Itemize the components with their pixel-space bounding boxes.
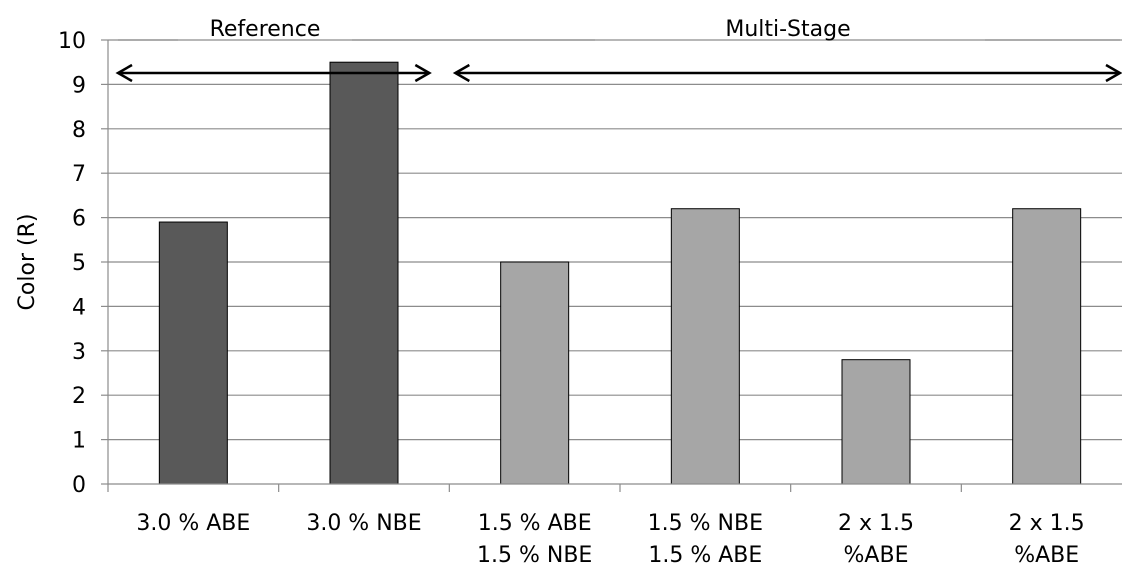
group-annotations: Reference Multi-Stage [115,17,1122,83]
y-tick-label: 3 [72,340,86,365]
group-arrowhead-left [452,63,470,83]
y-tick-label: 6 [72,207,86,232]
x-tick-label: %ABE [1014,543,1079,568]
y-tick-labels: 0 1 2 3 4 5 6 7 8 9 10 [58,29,86,498]
group-label-reference: Reference [210,17,321,42]
group-arrowhead-left [115,63,133,83]
x-tick-label: 1.5 % ABE [648,543,762,568]
y-tick-label: 4 [72,295,86,320]
bar-4 [670,208,740,485]
x-tick-label: 1.5 % NBE [477,543,592,568]
y-tick-label: 9 [72,73,86,98]
bar-3 [500,261,570,485]
axes [101,39,1122,492]
y-tick-label: 10 [58,29,86,54]
gridlines [108,39,1122,441]
group-arrowhead-right [414,63,432,83]
y-axis-title: Color (R) [15,214,40,311]
bar-6 [1012,208,1082,485]
group-label-multi-stage: Multi-Stage [725,17,850,42]
x-tick-labels: 3.0 % ABE 3.0 % NBE 1.5 % ABE 1.5 % NBE 1.5 … [136,511,1084,568]
bar-2 [329,61,399,485]
y-tick-label: 0 [72,473,86,498]
bars [158,61,1082,485]
group-arrowhead-right [1105,63,1122,83]
bar-5 [841,359,911,485]
y-tick-label: 5 [72,251,86,276]
x-tick-label: 3.0 % ABE [136,511,250,536]
y-tick-label: 1 [72,429,86,454]
bar-1 [158,221,228,485]
x-tick-label: 3.0 % NBE [306,511,421,536]
x-tick-label: 1.5 % NBE [648,511,763,536]
y-tick-label: 8 [72,118,86,143]
x-tick-label: 1.5 % ABE [478,511,592,536]
x-tick-label: %ABE [844,543,909,568]
x-tick-label: 2 x 1.5 [838,511,914,536]
y-tick-label: 7 [72,162,86,187]
y-tick-label: 2 [72,384,86,409]
x-tick-label: 2 x 1.5 [1009,511,1085,536]
